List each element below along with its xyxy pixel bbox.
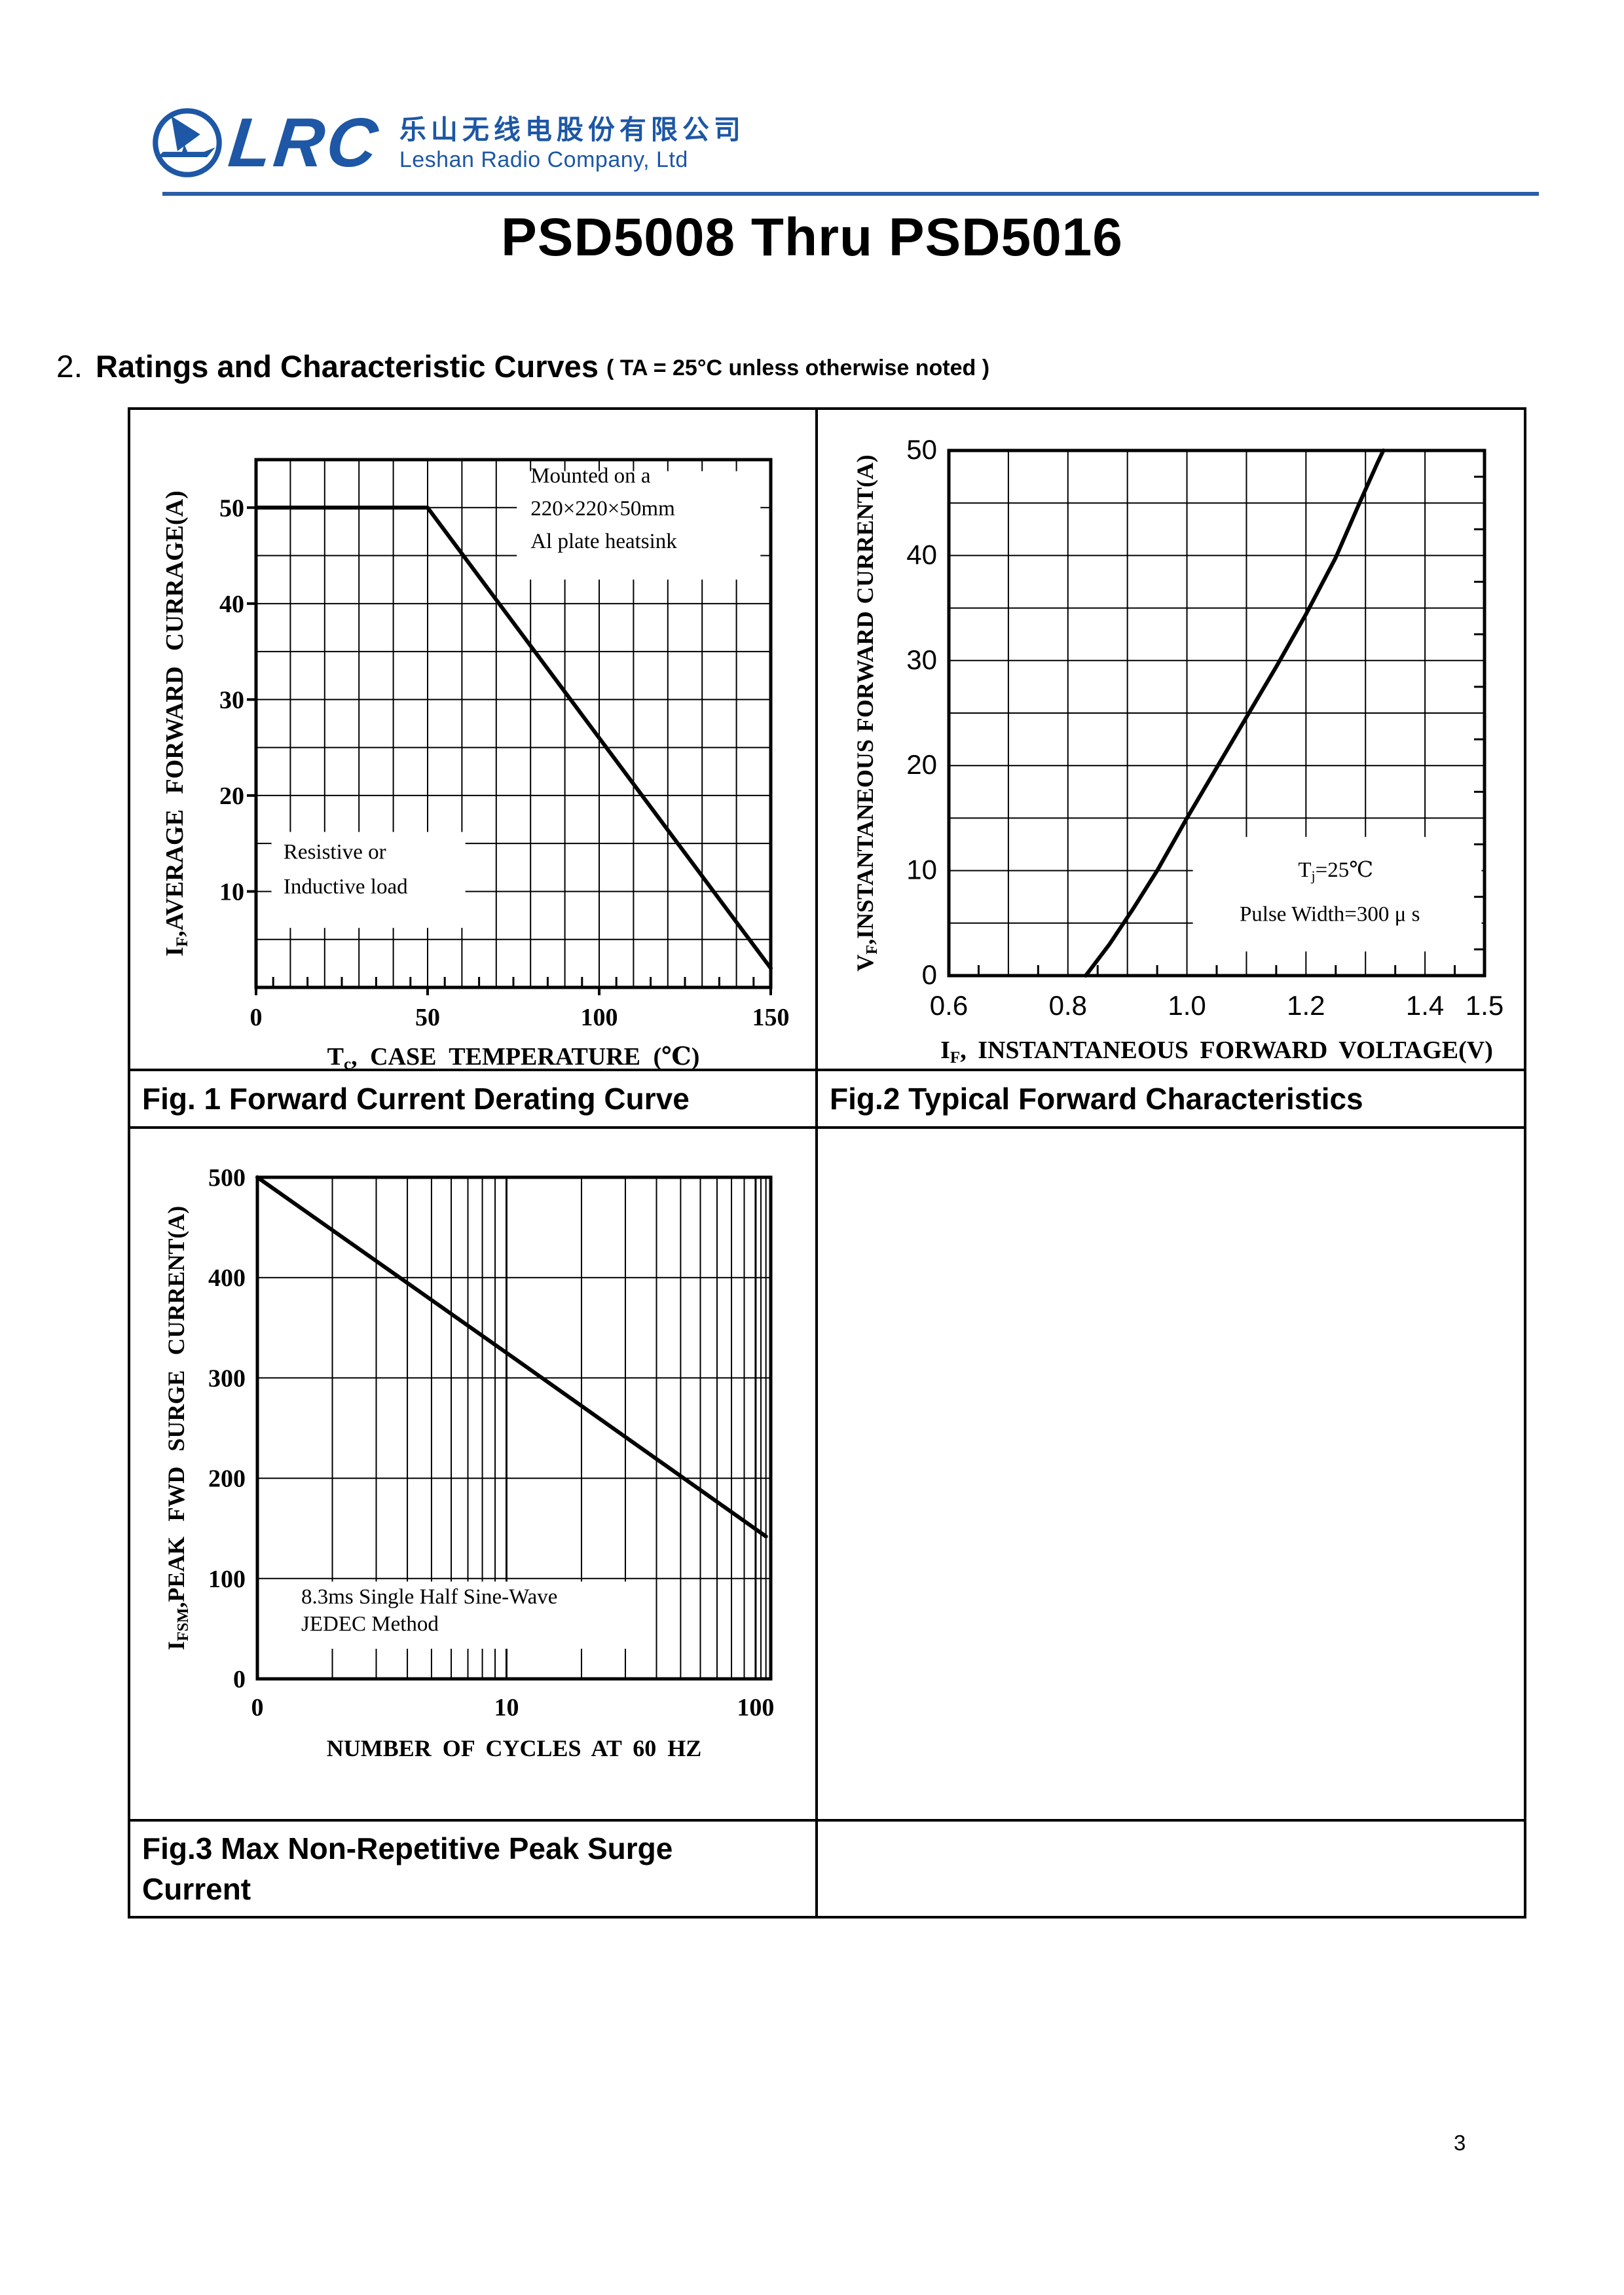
fig1-caption: Fig. 1 Forward Current Derating Curve [130,1069,818,1126]
svg-text:IF, INSTANTANEOUS FORWARD V: IF, INSTANTANEOUS FORWARD VOLTAGE(V) [940,1037,1493,1067]
svg-text:Resistive or: Resistive or [284,841,386,864]
svg-text:0: 0 [251,1694,264,1721]
svg-text:50: 50 [415,1004,440,1031]
svg-text:40: 40 [219,591,244,618]
svg-text:Tc, CASE TEMPERATURE (℃): Tc, CASE TEMPERATURE (℃) [327,1043,700,1069]
empty-cell-right-mid [818,1126,1524,1819]
section-heading: 2. Ratings and Characteristic Curves ( T… [56,348,989,385]
svg-text:Al plate heatsink: Al plate heatsink [530,530,677,553]
svg-text:100: 100 [581,1004,618,1031]
company-name-en: Leshan Radio Company, Ltd [399,147,688,172]
svg-text:VF,INSTANTANEOUS FORWARD CURRE: VF,INSTANTANEOUS FORWARD CURRENT(A) [852,454,881,971]
svg-text:500: 500 [208,1164,246,1192]
svg-text:0: 0 [250,1004,263,1031]
svg-text:Mounted on a: Mounted on a [530,464,651,488]
fig2-chart: Tj=25℃ Pulse Width=300 μ s 0.6 0.8 1.0 1.2 1.4… [852,434,1504,1067]
company-name-cn: 乐山无线电股份有限公司 [399,114,745,145]
section-condition: ( TA = 25°C unless otherwise noted ) [606,356,990,380]
svg-text:100: 100 [208,1566,246,1593]
brand-wordmark: LRC [225,104,384,181]
svg-text:1.0: 1.0 [1168,990,1206,1021]
brand-text: 乐山无线电股份有限公司 Leshan Radio Company, Ltd [399,113,745,173]
svg-text:50: 50 [906,434,937,465]
header: LRC 乐山无线电股份有限公司 Leshan Radio Company, Lt… [149,104,745,181]
fig1-chart: Mounted on a 220×220×50mm Al plate heatsin… [161,458,790,1069]
svg-text:30: 30 [219,686,244,714]
fig3-caption: Fig.3 Max Non-Repetitive Peak Surge Curr… [130,1819,818,1916]
svg-text:8.3ms Single Half Sine-Wave: 8.3ms Single Half Sine-Wave [301,1585,557,1609]
svg-text:20: 20 [906,749,937,780]
empty-cell-right-bottom [818,1819,1524,1916]
page-number: 3 [1454,2131,1466,2155]
svg-text:100: 100 [737,1694,774,1721]
fig2-cell: Tj=25℃ Pulse Width=300 μ s 0.6 0.8 1.0 1.2 1.4… [818,410,1524,1069]
svg-text:IFSM,PEAK FWD SURGE CURRENT: IFSM,PEAK FWD SURGE CURRENT(A) [163,1206,192,1651]
svg-text:200: 200 [208,1465,246,1493]
svg-text:300: 300 [208,1365,246,1392]
svg-text:10: 10 [906,854,937,885]
svg-text:Pulse Width=300 μ s: Pulse Width=300 μ s [1240,903,1420,927]
fig3-cell: 8.3ms Single Half Sine-Wave JEDEC Method 0… [130,1126,818,1819]
section-title: Ratings and Characteristic Curves [96,349,599,384]
lrc-emblem-icon [153,108,222,177]
svg-text:220×220×50mm: 220×220×50mm [530,497,675,521]
page-title: PSD5008 Thru PSD5016 [501,208,1123,267]
svg-text:Tj=25℃: Tj=25℃ [1298,858,1373,884]
header-divider [162,192,1539,196]
fig1-cell: Mounted on a 220×220×50mm Al plate heatsin… [130,410,818,1069]
section-index: 2. [56,350,83,384]
svg-text:0.8: 0.8 [1049,990,1087,1021]
svg-text:40: 40 [906,539,937,570]
svg-text:1.5: 1.5 [1466,990,1504,1021]
svg-text:1.4: 1.4 [1406,990,1444,1021]
svg-text:0.6: 0.6 [930,990,968,1021]
fig2-caption: Fig.2 Typical Forward Characteristics [818,1069,1524,1126]
svg-text:10: 10 [494,1694,519,1721]
svg-text:IF,AVERAGE FORWARD CURRAGE(A: IF,AVERAGE FORWARD CURRAGE(A) [161,490,191,957]
svg-text:10: 10 [219,878,244,906]
svg-text:Inductive load: Inductive load [284,875,408,898]
svg-text:1.2: 1.2 [1287,990,1325,1021]
svg-text:50: 50 [219,494,244,522]
svg-text:0: 0 [233,1666,246,1693]
svg-text:NUMBER OF CYCLES AT 60 HZ: NUMBER OF CYCLES AT 60 HZ [327,1735,701,1761]
svg-text:30: 30 [906,644,937,675]
figure-table: Mounted on a 220×220×50mm Al plate heatsin… [128,407,1526,1919]
svg-text:400: 400 [208,1264,246,1292]
svg-text:20: 20 [219,782,244,810]
fig3-chart: 8.3ms Single Half Sine-Wave JEDEC Method 0… [163,1164,774,1761]
svg-text:0: 0 [922,959,937,990]
svg-text:150: 150 [752,1004,790,1031]
svg-text:JEDEC Method: JEDEC Method [301,1612,439,1636]
